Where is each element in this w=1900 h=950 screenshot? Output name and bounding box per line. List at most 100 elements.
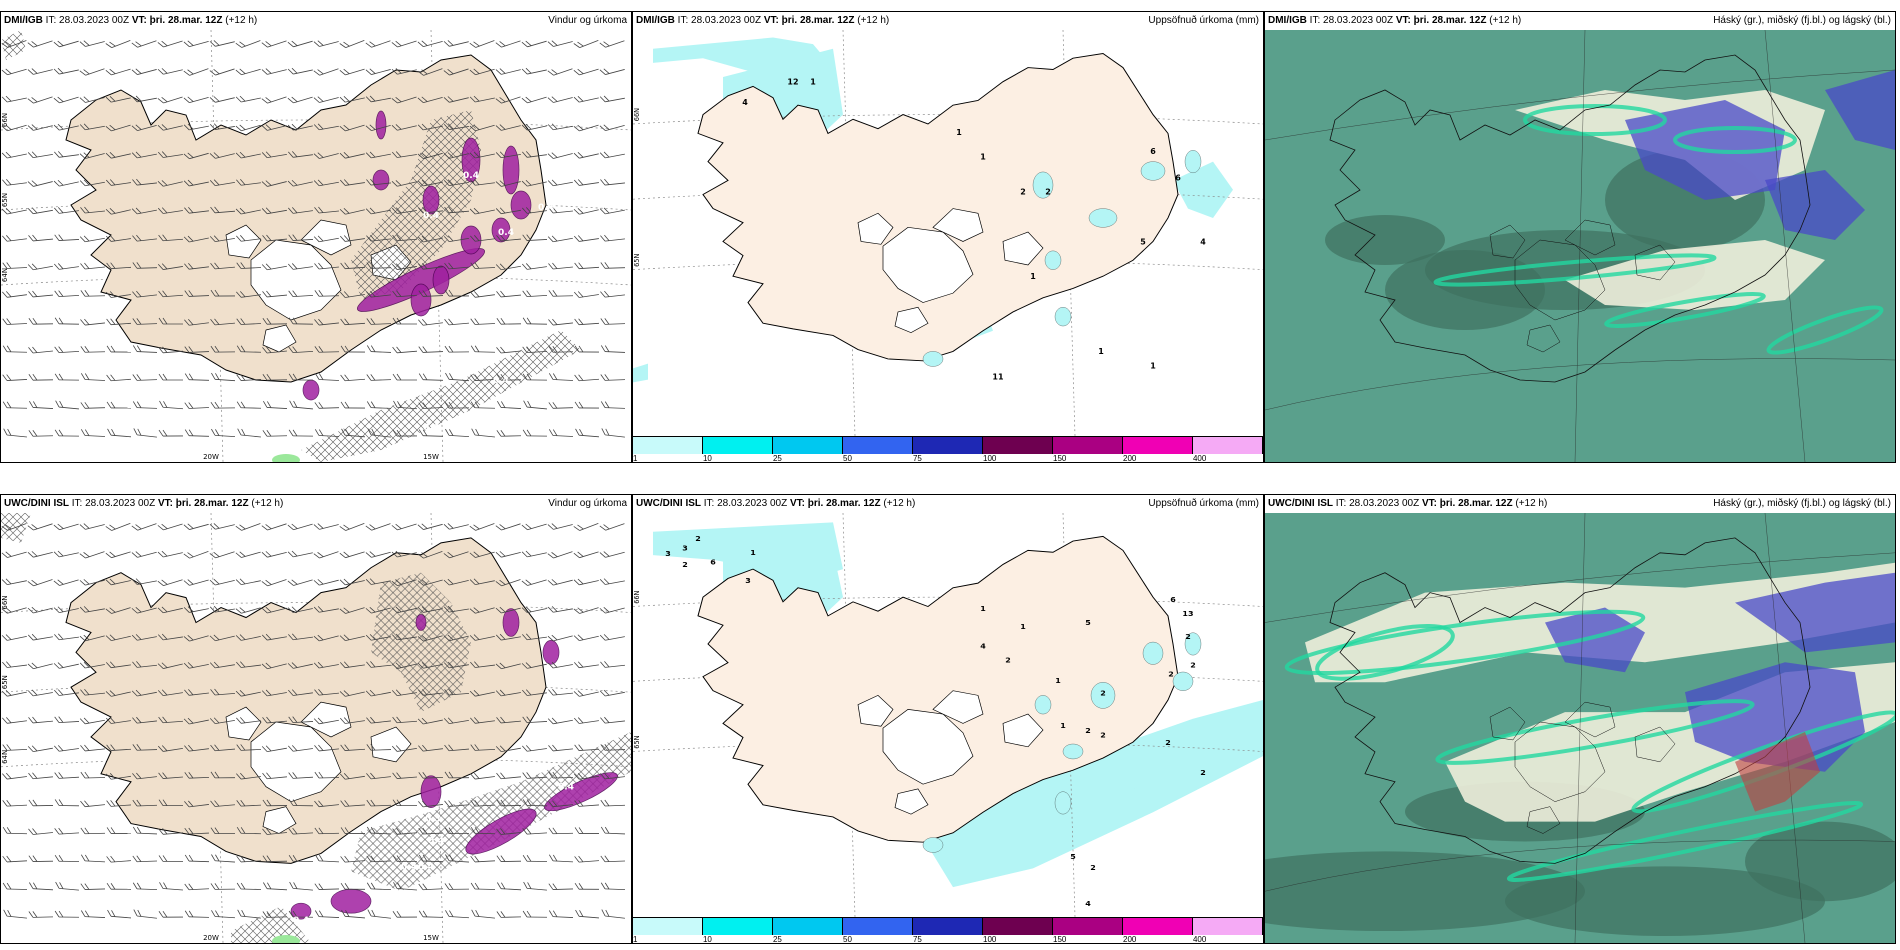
precip-value-label: 3 xyxy=(745,576,751,585)
precip-value-label: 2 xyxy=(1168,670,1174,679)
vt-value: þri. 28.mar. 12Z xyxy=(781,15,855,26)
colorbar-tick-label: 10 xyxy=(702,454,712,463)
it-label: IT: xyxy=(45,15,57,26)
map-accum-precip[interactable]: 66N 65N 4 12 1 1 1 2 2 6 6 4 5 1 1 1 11 xyxy=(633,30,1263,436)
colorbar-tick-label: 25 xyxy=(772,454,782,463)
lat-label: 66N xyxy=(1,113,9,127)
colorbar-swatch xyxy=(633,437,703,454)
precip-value-label: 0.4 xyxy=(558,783,574,793)
precip-value-label: 13 xyxy=(1182,609,1193,618)
precip-spot xyxy=(1034,695,1052,715)
precip-value-label: 0.3 xyxy=(425,815,441,825)
model-name: DMI/IGB xyxy=(1268,15,1307,26)
model-name: DMI/IGB xyxy=(636,15,675,26)
precip-value-label: 2 xyxy=(1100,689,1106,698)
lat-label: 65N xyxy=(1,675,9,689)
precip-value-label: 0.4 xyxy=(493,283,509,293)
model-name: UWC/DINI ISL xyxy=(636,498,701,509)
precip-spot xyxy=(1054,791,1072,815)
precip-spot xyxy=(922,351,944,367)
precip-value-label: 0.4 xyxy=(293,916,309,926)
precip-value-label: 2 xyxy=(1165,738,1171,747)
colorbar-tick-label: 100 xyxy=(983,935,997,944)
colorbar-tick-label: 150 xyxy=(1053,454,1067,463)
glacier-outline xyxy=(1489,224,1526,259)
precip-blob xyxy=(544,772,618,812)
wind-barbs xyxy=(1,522,626,919)
precip-value-label: 5 xyxy=(1140,237,1146,246)
precip-value-label: 1 xyxy=(1055,676,1061,685)
low-cloud-edge xyxy=(1315,623,1455,681)
lat-label: 65N xyxy=(633,736,641,749)
map-wind-precip[interactable]: 66N 64N 65N 20W 15W 0.4 0.6 0.4 0.3 0.4 0.4 0.4 xyxy=(1,513,631,943)
vt-label: VT: xyxy=(131,15,147,26)
precip-value-label: 6 xyxy=(1175,174,1181,183)
mid-cloud xyxy=(1545,607,1645,673)
wind-barbs xyxy=(1,39,626,438)
model-name: DMI/IGB xyxy=(4,15,43,26)
precip-blob xyxy=(432,265,450,295)
colorbar-tick-label: 400 xyxy=(1192,935,1207,944)
precip-value-label: 1 xyxy=(1020,622,1026,631)
precip-blob xyxy=(415,614,427,631)
graticule xyxy=(1265,30,1895,462)
colorbar-swatch xyxy=(773,437,843,454)
colorbar-swatch xyxy=(633,918,703,935)
precip-blob xyxy=(510,190,532,220)
precip-value-label: 2 xyxy=(1185,632,1191,641)
precip-value-label: 1 xyxy=(1060,721,1066,730)
low-cloud-edge xyxy=(1523,104,1667,136)
precip-light-blob xyxy=(272,935,300,943)
precip-blob xyxy=(375,110,387,140)
map-accum-precip[interactable]: 66N 65N 3 3 2 2 6 3 1 1 1 4 5 6 13 2 2 2 2 1 2 1 2 2 2 2 5 2 4 xyxy=(633,513,1263,917)
lat-label: 66N xyxy=(633,108,641,121)
panel-header: UWC/DINI ISL IT: 28.03.2023 00Z VT: þri.… xyxy=(633,495,1263,513)
colorbar-tick-label: 1 xyxy=(633,454,638,463)
map-cloud-cover[interactable] xyxy=(1265,513,1895,943)
precip-value-label: 4 xyxy=(1085,899,1091,908)
colorbar-tick-label: 150 xyxy=(1053,935,1067,944)
precip-value-label: 2 xyxy=(1200,768,1206,777)
it-value: 28.03.2023 00Z xyxy=(59,15,130,26)
panel-title: Vindur og úrkoma xyxy=(548,498,627,509)
precip-value-label: 1 xyxy=(980,604,986,613)
low-cloud-edge xyxy=(1506,800,1864,882)
panel-title: Uppsöfnuð úrkoma (mm) xyxy=(1148,498,1259,509)
low-cloud xyxy=(1505,866,1825,937)
glacier xyxy=(894,788,929,815)
vt-value: þri. 28.mar. 12Z xyxy=(175,498,249,509)
panel-header: DMI/IGB IT: 28.03.2023 00Z VT: þri. 28.m… xyxy=(1,12,631,30)
red-cloud-region xyxy=(1735,731,1820,812)
lat-label: 65N xyxy=(1,193,9,207)
colorbar-tick-label: 50 xyxy=(843,454,852,463)
glacier xyxy=(300,219,352,256)
precip-value-label: 1 xyxy=(980,153,986,162)
it-label: IT: xyxy=(71,498,83,509)
precip-spot xyxy=(1032,171,1054,199)
lead-time: (+12 h) xyxy=(1515,498,1548,509)
precip-spot xyxy=(1044,250,1062,270)
model-name: UWC/DINI ISL xyxy=(1268,498,1333,509)
precip-hatch xyxy=(301,330,581,462)
it-value: 28.03.2023 00Z xyxy=(1323,15,1394,26)
it-label: IT: xyxy=(703,498,715,509)
precip-value-label: 1 xyxy=(956,128,962,137)
precip-colorbar: 1 10 25 50 75 100 150 200 400 xyxy=(633,917,1263,943)
glacier xyxy=(932,690,984,724)
low-cloud xyxy=(1745,821,1895,902)
map-cloud-cover[interactable] xyxy=(1265,30,1895,462)
lat-label: 64N xyxy=(1,268,9,282)
glacier xyxy=(932,208,984,242)
vt-value: þri. 28.mar. 12Z xyxy=(149,15,223,26)
lat-label: 64N xyxy=(1,750,9,764)
precip-value-label: 0.4 xyxy=(538,203,554,213)
glacier xyxy=(262,806,297,834)
map-wind-precip[interactable]: 66N 64N 65N 20W 15W 0.4 0.4 0.4 0.4 0.4 0.4 0.4 0.4 xyxy=(1,30,631,462)
it-value: 28.03.2023 00Z xyxy=(85,498,156,509)
precip-value-label: 0.4 xyxy=(303,409,319,419)
precip-blob xyxy=(502,608,520,637)
glacier xyxy=(225,706,262,741)
panel-title: Háský (gr.), miðský (fj.bl.) og lágský (… xyxy=(1713,498,1891,509)
glacier xyxy=(857,212,894,245)
panel-title: Uppsöfnuð úrkoma (mm) xyxy=(1148,15,1259,26)
